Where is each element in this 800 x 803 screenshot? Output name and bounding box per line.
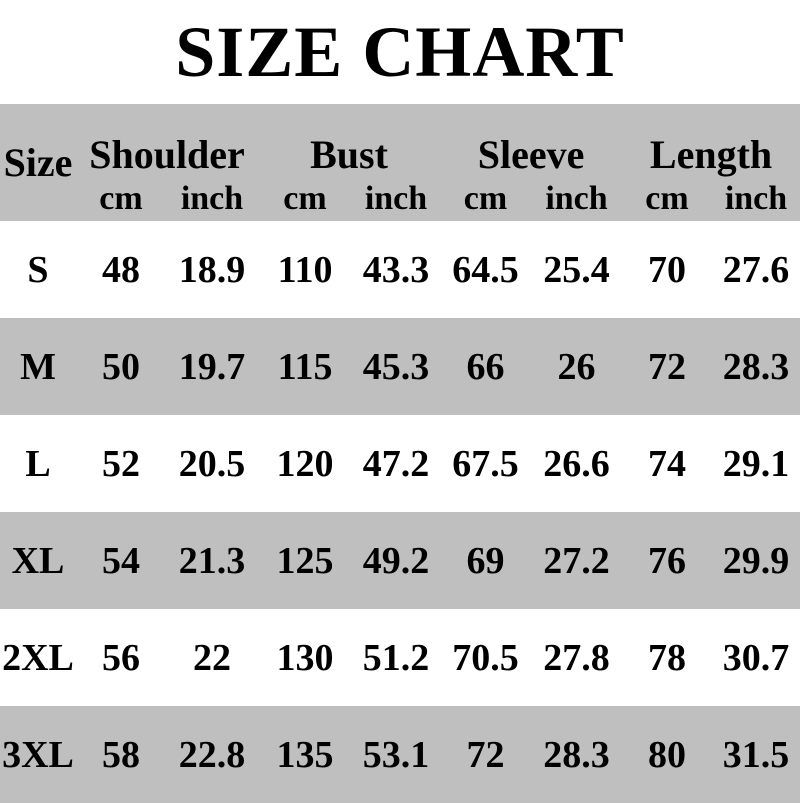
cell-shoulder-cm: 48 — [76, 221, 166, 318]
header-unit-shoulder-cm: cm — [76, 180, 166, 221]
page-title: SIZE CHART — [175, 12, 625, 92]
cell-length-cm: 74 — [622, 415, 713, 512]
table-row: 2XL 56 22 130 51.2 70.5 27.8 78 30.7 — [0, 609, 800, 706]
cell-bust-cm: 120 — [258, 415, 353, 512]
cell-shoulder-cm: 56 — [76, 609, 166, 706]
cell-bust-inch: 49.2 — [352, 512, 441, 609]
row-size-label: L — [0, 415, 76, 512]
table-body: S 48 18.9 110 43.3 64.5 25.4 70 27.6 M 50 19.7 115 45… — [0, 221, 800, 803]
cell-length-cm: 80 — [622, 706, 713, 803]
cell-length-inch: 29.1 — [712, 415, 800, 512]
cell-length-inch: 28.3 — [712, 318, 800, 415]
header-unit-bust-cm: cm — [258, 180, 353, 221]
cell-sleeve-cm: 66 — [440, 318, 532, 415]
cell-bust-cm: 110 — [258, 221, 353, 318]
cell-bust-cm: 115 — [258, 318, 353, 415]
cell-sleeve-cm: 72 — [440, 706, 532, 803]
cell-shoulder-inch: 22 — [166, 609, 259, 706]
header-size-label: Size — [0, 104, 76, 221]
header-unit-bust-inch: inch — [352, 180, 441, 221]
row-size-label: 3XL — [0, 706, 76, 803]
cell-shoulder-inch: 18.9 — [166, 221, 259, 318]
cell-length-inch: 30.7 — [712, 609, 800, 706]
cell-shoulder-inch: 20.5 — [166, 415, 259, 512]
size-chart-table: Size Shoulder Bust Sleeve Length cm inch… — [0, 104, 800, 803]
cell-length-inch: 31.5 — [712, 706, 800, 803]
cell-sleeve-inch: 27.2 — [531, 512, 623, 609]
cell-bust-inch: 53.1 — [352, 706, 441, 803]
cell-bust-cm: 135 — [258, 706, 353, 803]
row-size-label: M — [0, 318, 76, 415]
cell-shoulder-cm: 50 — [76, 318, 166, 415]
table-row: M 50 19.7 115 45.3 66 26 72 28.3 — [0, 318, 800, 415]
table-row: 3XL 58 22.8 135 53.1 72 28.3 80 31.5 — [0, 706, 800, 803]
cell-length-inch: 29.9 — [712, 512, 800, 609]
cell-sleeve-inch: 28.3 — [531, 706, 623, 803]
cell-shoulder-cm: 58 — [76, 706, 166, 803]
cell-sleeve-cm: 70.5 — [440, 609, 532, 706]
row-size-label: 2XL — [0, 609, 76, 706]
row-size-label: S — [0, 221, 76, 318]
cell-sleeve-cm: 67.5 — [440, 415, 532, 512]
cell-bust-inch: 43.3 — [352, 221, 441, 318]
cell-sleeve-inch: 26.6 — [531, 415, 623, 512]
header-group-bust: Bust — [258, 104, 441, 180]
cell-bust-cm: 125 — [258, 512, 353, 609]
header-unit-row: cm inch cm inch cm inch cm inch — [0, 180, 800, 221]
header-unit-length-inch: inch — [712, 180, 800, 221]
header-unit-length-cm: cm — [622, 180, 713, 221]
table-header: Size Shoulder Bust Sleeve Length cm inch… — [0, 104, 800, 221]
cell-sleeve-inch: 25.4 — [531, 221, 623, 318]
table-row: XL 54 21.3 125 49.2 69 27.2 76 29.9 — [0, 512, 800, 609]
header-group-row: Size Shoulder Bust Sleeve Length — [0, 104, 800, 221]
header-unit-sleeve-inch: inch — [531, 180, 623, 221]
cell-shoulder-cm: 52 — [76, 415, 166, 512]
cell-sleeve-inch: 27.8 — [531, 609, 623, 706]
cell-sleeve-cm: 69 — [440, 512, 532, 609]
cell-bust-cm: 130 — [258, 609, 353, 706]
cell-bust-inch: 51.2 — [352, 609, 441, 706]
cell-length-inch: 27.6 — [712, 221, 800, 318]
cell-shoulder-inch: 19.7 — [166, 318, 259, 415]
table-row: L 52 20.5 120 47.2 67.5 26.6 74 29.1 — [0, 415, 800, 512]
cell-shoulder-inch: 21.3 — [166, 512, 259, 609]
cell-length-cm: 70 — [622, 221, 713, 318]
cell-length-cm: 78 — [622, 609, 713, 706]
cell-length-cm: 76 — [622, 512, 713, 609]
cell-bust-inch: 45.3 — [352, 318, 441, 415]
cell-sleeve-inch: 26 — [531, 318, 623, 415]
header-group-sleeve: Sleeve — [440, 104, 623, 180]
table-row: S 48 18.9 110 43.3 64.5 25.4 70 27.6 — [0, 221, 800, 318]
header-group-length: Length — [622, 104, 800, 180]
cell-sleeve-cm: 64.5 — [440, 221, 532, 318]
header-unit-shoulder-inch: inch — [166, 180, 259, 221]
row-size-label: XL — [0, 512, 76, 609]
cell-shoulder-inch: 22.8 — [166, 706, 259, 803]
header-group-shoulder: Shoulder — [76, 104, 259, 180]
cell-length-cm: 72 — [622, 318, 713, 415]
cell-bust-inch: 47.2 — [352, 415, 441, 512]
cell-shoulder-cm: 54 — [76, 512, 166, 609]
header-unit-sleeve-cm: cm — [440, 180, 532, 221]
